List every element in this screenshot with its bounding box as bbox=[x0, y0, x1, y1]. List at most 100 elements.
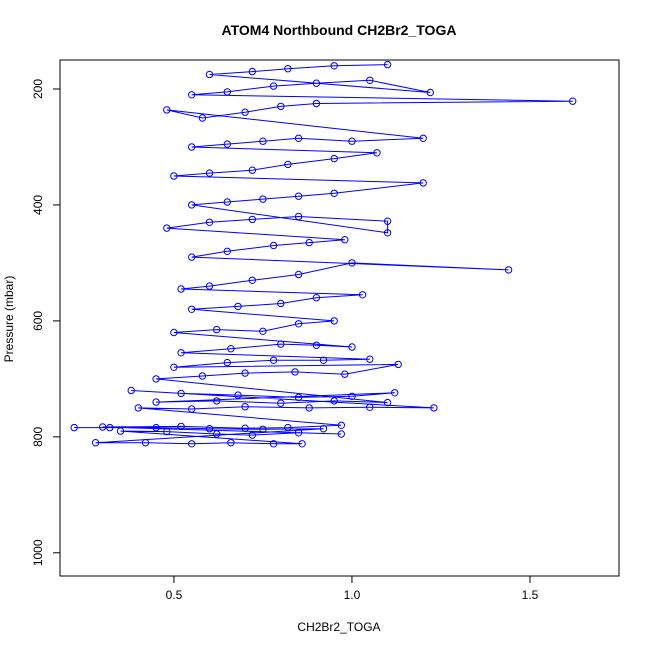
data-point bbox=[188, 305, 196, 313]
data-point bbox=[269, 440, 278, 448]
data-point bbox=[305, 238, 313, 247]
data-point bbox=[426, 88, 434, 97]
data-point bbox=[177, 349, 185, 357]
data-point bbox=[188, 440, 196, 448]
x-tick-label: 1.5 bbox=[522, 588, 539, 602]
data-point bbox=[241, 369, 249, 377]
data-point bbox=[234, 391, 242, 399]
data-point bbox=[127, 386, 135, 395]
x-tick-label: 0.5 bbox=[166, 588, 183, 602]
data-point bbox=[294, 134, 303, 143]
data-point bbox=[312, 79, 321, 87]
data-point bbox=[248, 276, 257, 284]
y-axis-label: Pressure (mbar) bbox=[2, 276, 16, 363]
data-point bbox=[291, 368, 299, 376]
data-point bbox=[223, 88, 232, 96]
data-point bbox=[430, 404, 438, 412]
data-point bbox=[337, 421, 345, 429]
data-point bbox=[188, 405, 196, 413]
data-point bbox=[284, 160, 292, 169]
data-point bbox=[177, 422, 185, 431]
data-point bbox=[312, 99, 321, 108]
data-point bbox=[294, 429, 303, 437]
y-tick-label: 400 bbox=[31, 195, 45, 215]
data-point bbox=[284, 65, 292, 73]
data-point bbox=[294, 320, 303, 328]
data-point bbox=[358, 291, 367, 299]
data-point bbox=[223, 198, 232, 206]
data-point bbox=[99, 423, 107, 431]
data-point bbox=[341, 370, 349, 378]
data-point bbox=[330, 62, 338, 70]
chart-title: ATOM4 Northbound CH2Br2_TOGA bbox=[222, 22, 457, 38]
data-point bbox=[294, 270, 303, 279]
data-point bbox=[227, 345, 235, 353]
data-point bbox=[152, 423, 160, 432]
data-point bbox=[569, 97, 577, 105]
data-point bbox=[348, 392, 356, 400]
data-point bbox=[312, 294, 321, 302]
y-tick-label: 800 bbox=[31, 427, 45, 447]
data-point bbox=[205, 218, 214, 227]
data-point bbox=[319, 356, 328, 364]
data-point bbox=[366, 76, 374, 85]
data-point bbox=[248, 431, 257, 439]
data-point bbox=[294, 393, 303, 402]
data-point bbox=[419, 134, 427, 143]
data-point bbox=[223, 247, 232, 256]
data-point bbox=[373, 149, 381, 157]
data-point bbox=[205, 282, 214, 290]
data-point bbox=[277, 340, 285, 348]
data-point bbox=[213, 325, 221, 334]
data-point bbox=[312, 341, 321, 349]
data-point bbox=[294, 212, 303, 221]
data-point bbox=[294, 192, 303, 200]
data-point bbox=[188, 253, 196, 261]
data-point bbox=[391, 389, 399, 397]
data-point bbox=[223, 140, 232, 148]
data-point bbox=[366, 355, 374, 363]
x-axis-label: CH2Br2_TOGA bbox=[297, 620, 380, 634]
data-point bbox=[330, 317, 338, 325]
data-point bbox=[383, 229, 392, 237]
data-point bbox=[419, 179, 427, 187]
data-point bbox=[269, 356, 278, 364]
data-point bbox=[141, 439, 150, 447]
data-point bbox=[259, 425, 267, 433]
data-point bbox=[170, 172, 178, 180]
data-point bbox=[259, 195, 267, 203]
y-tick-label: 200 bbox=[31, 79, 45, 99]
data-point bbox=[341, 236, 349, 244]
data-point bbox=[269, 241, 278, 250]
data-point bbox=[198, 114, 207, 122]
plot-frame bbox=[59, 59, 620, 577]
data-point bbox=[305, 404, 313, 412]
data-point bbox=[213, 397, 221, 405]
data-point bbox=[91, 439, 100, 447]
data-point bbox=[163, 224, 171, 232]
data-point bbox=[383, 60, 392, 69]
data-point bbox=[383, 217, 392, 225]
data-point bbox=[163, 427, 171, 436]
data-point bbox=[198, 372, 207, 380]
data-point bbox=[248, 166, 257, 174]
data-point bbox=[170, 363, 178, 371]
data-point bbox=[366, 403, 374, 411]
data-point bbox=[259, 137, 267, 145]
data-point bbox=[337, 430, 345, 438]
data-point bbox=[504, 266, 513, 274]
y-tick-label: 600 bbox=[31, 311, 45, 331]
series-line bbox=[74, 64, 573, 445]
data-point bbox=[188, 201, 196, 209]
data-point bbox=[241, 424, 249, 432]
data-point bbox=[241, 403, 249, 411]
data-point bbox=[163, 106, 171, 114]
data-point bbox=[269, 82, 278, 90]
data-point bbox=[134, 404, 143, 412]
data-point bbox=[298, 440, 306, 448]
data-point bbox=[188, 91, 196, 99]
data-point bbox=[213, 430, 221, 438]
y-axis: 200 400 600 800 1000 bbox=[31, 79, 60, 566]
